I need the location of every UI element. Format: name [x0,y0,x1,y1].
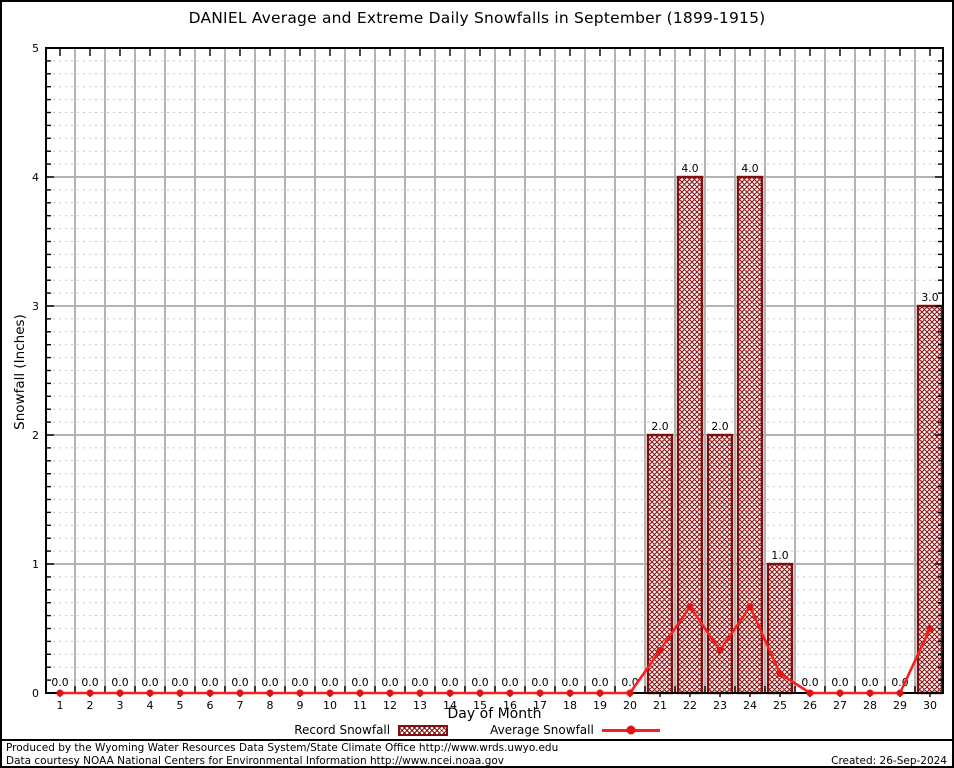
svg-text:17: 17 [533,699,547,712]
svg-text:3.0: 3.0 [921,291,938,304]
record-snowfall-swatch [398,724,449,736]
svg-text:19: 19 [593,699,607,712]
chart-title: DANIEL Average and Extreme Daily Snowfal… [188,9,766,27]
svg-text:11: 11 [353,699,367,712]
svg-text:28: 28 [863,699,877,712]
footer: Produced by the Wyoming Water Resources … [2,739,952,766]
svg-text:4.0: 4.0 [681,162,698,175]
svg-text:0: 0 [32,687,39,700]
svg-text:16: 16 [503,699,517,712]
svg-text:1: 1 [32,558,39,571]
svg-text:25: 25 [773,699,787,712]
svg-text:24: 24 [743,699,757,712]
svg-text:27: 27 [833,699,847,712]
svg-text:29: 29 [893,699,907,712]
svg-text:0.0: 0.0 [501,676,518,689]
svg-text:0.0: 0.0 [321,676,338,689]
svg-text:2: 2 [32,429,39,442]
svg-text:26: 26 [803,699,817,712]
line-marker-dot [626,725,636,735]
svg-text:0.0: 0.0 [411,676,428,689]
legend-record-label: Record Snowfall [294,723,391,737]
svg-text:23: 23 [713,699,727,712]
svg-text:0.0: 0.0 [591,676,608,689]
svg-text:0.0: 0.0 [141,676,158,689]
svg-text:1: 1 [57,699,64,712]
svg-text:2: 2 [87,699,94,712]
svg-text:20: 20 [623,699,637,712]
svg-text:0.0: 0.0 [291,676,308,689]
footer-source-line2: Data courtesy NOAA National Centers for … [6,755,505,767]
svg-text:5: 5 [177,699,184,712]
svg-text:0.0: 0.0 [831,676,848,689]
svg-text:3: 3 [117,699,124,712]
svg-text:13: 13 [413,699,427,712]
legend-average-label: Average Snowfall [490,723,594,737]
svg-text:4: 4 [147,699,154,712]
svg-text:0.0: 0.0 [171,676,188,689]
x-axis-title: Day of Month [447,706,542,722]
svg-text:0.0: 0.0 [51,676,68,689]
svg-text:0.0: 0.0 [201,676,218,689]
svg-text:0.0: 0.0 [81,676,98,689]
svg-text:4: 4 [32,171,39,184]
svg-text:30: 30 [923,699,937,712]
svg-text:0.0: 0.0 [111,676,128,689]
svg-text:0.0: 0.0 [801,676,818,689]
svg-text:1.0: 1.0 [771,549,788,562]
svg-text:0.0: 0.0 [861,676,878,689]
svg-text:0.0: 0.0 [531,676,548,689]
svg-text:2.0: 2.0 [651,420,668,433]
svg-text:10: 10 [323,699,337,712]
svg-text:0.0: 0.0 [441,676,458,689]
chart-legend: Record Snowfall Average Snowfall [2,722,952,738]
footer-source-line1: Produced by the Wyoming Water Resources … [6,742,559,754]
svg-text:0.0: 0.0 [231,676,248,689]
average-snowfall-swatch [601,725,660,735]
svg-text:8: 8 [267,699,274,712]
svg-text:0.0: 0.0 [381,676,398,689]
svg-text:12: 12 [383,699,397,712]
svg-text:0.0: 0.0 [261,676,278,689]
svg-text:5: 5 [32,42,39,55]
svg-text:2.0: 2.0 [711,420,728,433]
svg-text:4.0: 4.0 [741,162,758,175]
svg-text:6: 6 [207,699,214,712]
svg-text:21: 21 [653,699,667,712]
svg-text:0.0: 0.0 [471,676,488,689]
svg-text:7: 7 [237,699,244,712]
svg-text:18: 18 [563,699,577,712]
svg-text:0.0: 0.0 [351,676,368,689]
svg-text:22: 22 [683,699,697,712]
svg-text:14: 14 [443,699,457,712]
svg-text:0.0: 0.0 [561,676,578,689]
svg-text:3: 3 [32,300,39,313]
svg-text:9: 9 [297,699,304,712]
svg-text:15: 15 [473,699,487,712]
footer-created-date: Created: 26-Sep-2024 [831,755,947,767]
